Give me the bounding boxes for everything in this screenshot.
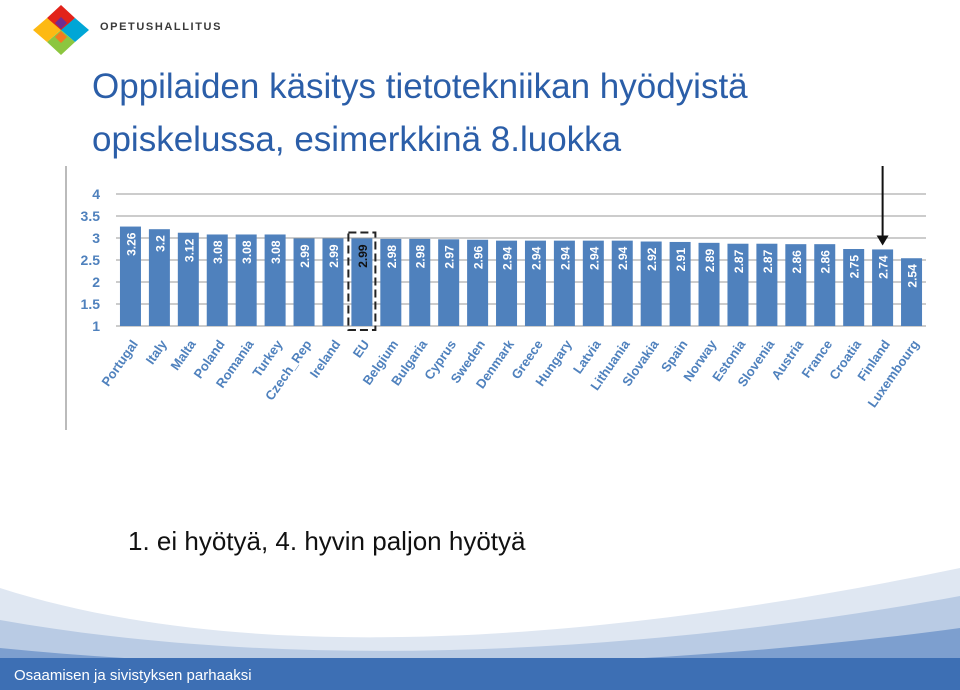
y-tick-label: 2 bbox=[92, 274, 100, 290]
bar-value-label: 2.94 bbox=[529, 246, 543, 270]
bar bbox=[351, 238, 373, 326]
bar-value-label: 2.74 bbox=[877, 255, 891, 279]
bar bbox=[264, 234, 286, 326]
slide-title: Oppilaiden käsitys tietotekniikan hyödyi… bbox=[92, 60, 932, 166]
bar bbox=[901, 258, 923, 326]
opetushallitus-logo-icon bbox=[33, 5, 89, 55]
bar bbox=[380, 238, 402, 326]
category-label: Italy bbox=[143, 336, 171, 367]
bar-value-label: 2.94 bbox=[558, 246, 572, 270]
bar-value-label: 2.98 bbox=[414, 245, 428, 269]
bar-value-label: 2.89 bbox=[703, 249, 717, 273]
category-label: EU bbox=[350, 337, 373, 360]
bar bbox=[293, 238, 315, 326]
bar bbox=[235, 234, 257, 326]
bar bbox=[727, 243, 749, 326]
bar bbox=[553, 240, 575, 326]
bar bbox=[322, 238, 344, 326]
bar bbox=[669, 241, 691, 326]
y-tick-label: 2.5 bbox=[81, 252, 101, 268]
bar bbox=[496, 240, 518, 326]
bar-value-label: 2.96 bbox=[472, 245, 486, 269]
bar bbox=[843, 249, 865, 326]
bar bbox=[409, 238, 431, 326]
finland-arrow-head bbox=[876, 235, 889, 246]
slide-title-line1: Oppilaiden käsitys tietotekniikan hyödyi… bbox=[92, 67, 748, 106]
bar-value-label: 3.26 bbox=[124, 232, 138, 256]
y-tick-label: 3.5 bbox=[81, 208, 101, 224]
category-label: Ireland bbox=[307, 337, 344, 381]
bar bbox=[206, 234, 228, 326]
bar-value-label: 2.54 bbox=[906, 264, 920, 288]
bar-value-label: 2.87 bbox=[761, 249, 775, 273]
bar bbox=[785, 244, 807, 326]
bar-value-label: 2.87 bbox=[732, 249, 746, 273]
bar-value-label: 2.75 bbox=[848, 255, 862, 279]
bar-value-label: 2.94 bbox=[616, 246, 630, 270]
bar bbox=[698, 242, 720, 326]
y-tick-label: 1.5 bbox=[81, 296, 101, 312]
bar bbox=[524, 240, 546, 326]
bar-value-label: 2.86 bbox=[819, 250, 833, 274]
bar-value-label: 2.98 bbox=[385, 245, 399, 269]
bar-value-label: 2.99 bbox=[356, 244, 370, 268]
bar bbox=[756, 243, 778, 326]
scale-caption: 1. ei hyötyä, 4. hyvin paljon hyötyä bbox=[128, 526, 526, 556]
bar-value-label: 3.12 bbox=[182, 238, 196, 262]
logo-wordmark: OPETUSHALLITUS bbox=[100, 21, 223, 33]
bar bbox=[438, 239, 460, 326]
bar-value-label: 3.08 bbox=[240, 240, 254, 264]
category-label: Portugal bbox=[98, 337, 141, 389]
y-tick-label: 4 bbox=[92, 186, 100, 202]
bar-value-label: 3.08 bbox=[269, 240, 283, 264]
bar bbox=[119, 226, 141, 326]
y-tick-label: 1 bbox=[92, 318, 100, 334]
bar-value-label: 2.92 bbox=[645, 247, 659, 271]
footer-slogan: Osaamisen ja sivistyksen parhaaksi bbox=[14, 667, 252, 684]
bar-value-label: 2.94 bbox=[587, 246, 601, 270]
bar bbox=[611, 240, 633, 326]
bar bbox=[582, 240, 604, 326]
eu-highlight-frame bbox=[347, 231, 377, 331]
bar-value-label: 3.2 bbox=[153, 235, 167, 252]
bar-value-label: 2.91 bbox=[674, 248, 688, 272]
footer-wave-band bbox=[0, 568, 960, 690]
bar-value-label: 2.94 bbox=[501, 246, 515, 270]
bar-value-label: 2.99 bbox=[327, 244, 341, 268]
bar bbox=[177, 232, 199, 326]
category-label: Austria bbox=[768, 336, 806, 382]
bar bbox=[814, 244, 836, 326]
bar-value-label: 3.08 bbox=[211, 240, 225, 264]
slide-title-line2: opiskelussa, esimerkkinä 8.luokka bbox=[92, 120, 622, 159]
bar-value-label: 2.86 bbox=[790, 250, 804, 274]
bar-value-label: 2.99 bbox=[298, 244, 312, 268]
bar bbox=[148, 229, 170, 326]
bar bbox=[467, 239, 489, 326]
bar bbox=[640, 241, 662, 326]
bar-value-label: 2.97 bbox=[443, 245, 457, 269]
bar-chart: 11.522.533.543.26Portugal3.2Italy3.12Mal… bbox=[65, 166, 926, 430]
y-tick-label: 3 bbox=[92, 230, 100, 246]
bar bbox=[872, 249, 894, 326]
